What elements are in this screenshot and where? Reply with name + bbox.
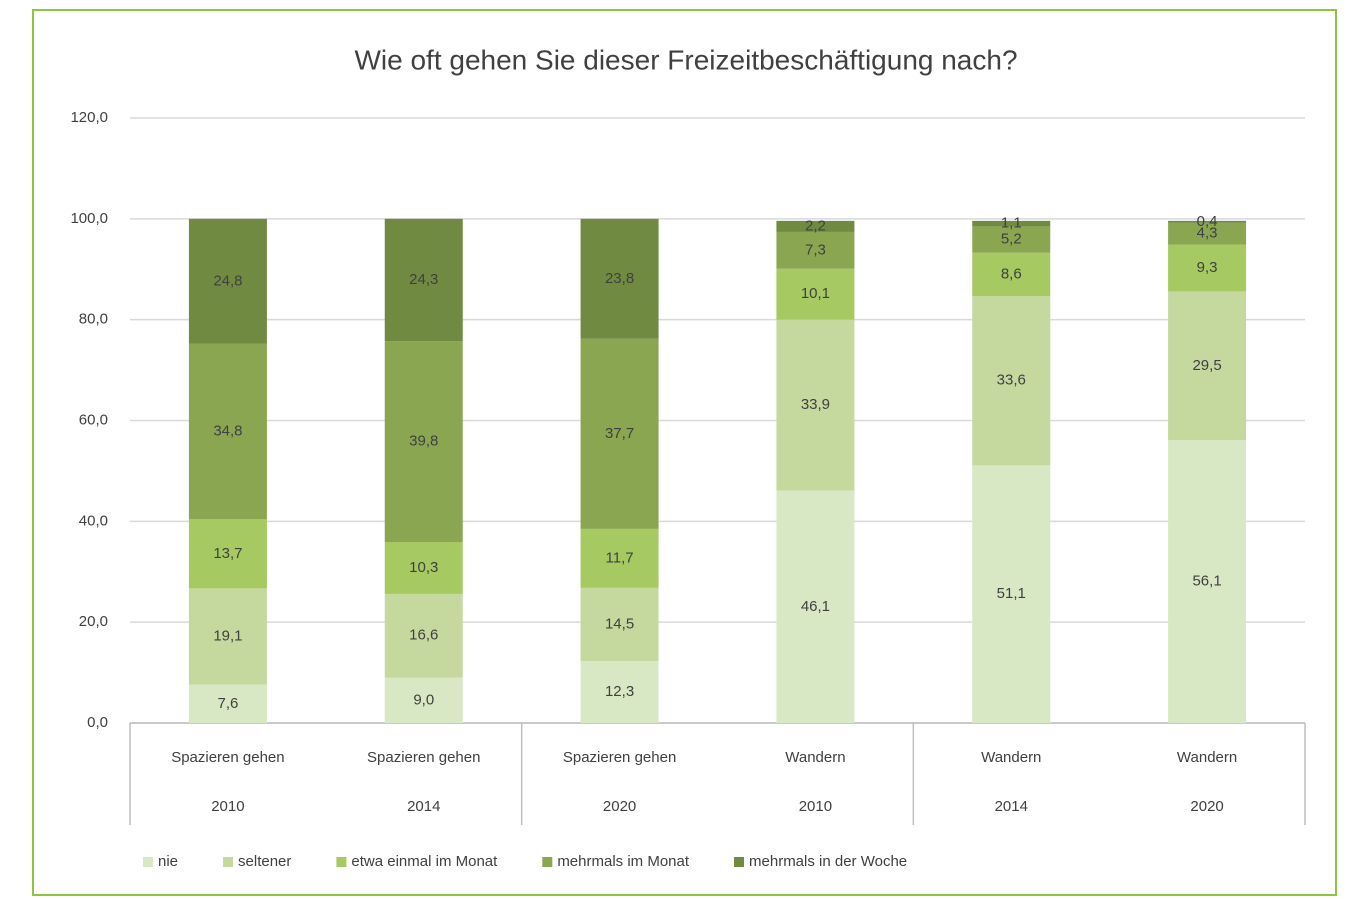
data-label: 33,9 (801, 396, 830, 413)
legend-label: nie (158, 853, 178, 870)
bar-segment (580, 660, 659, 723)
x-tick-label: Spazieren gehen (563, 749, 676, 766)
data-label: 8,6 (1001, 265, 1022, 282)
data-label: 5,2 (1001, 230, 1022, 247)
data-label: 7,3 (805, 241, 826, 258)
bar-segment (1168, 291, 1247, 441)
legend-swatch (542, 857, 553, 867)
bar-segment (972, 295, 1051, 466)
bar-segment (384, 218, 463, 342)
bar-segment (972, 226, 1051, 253)
legend-label: seltener (238, 853, 291, 870)
legend-swatch (143, 857, 153, 867)
x-tick-label: Spazieren gehen (171, 749, 284, 766)
x-tick-label: 2020 (603, 798, 636, 815)
y-tick-label: 120,0 (70, 109, 108, 126)
y-tick-label: 100,0 (70, 210, 108, 227)
data-label: 0,4 (1197, 213, 1218, 230)
x-tick-label: 2010 (799, 798, 832, 815)
data-label: 51,1 (997, 585, 1026, 602)
data-label: 1,1 (1001, 215, 1022, 232)
data-label: 39,8 (409, 433, 438, 450)
bar-segment (580, 218, 659, 339)
bar-segment (776, 220, 855, 232)
y-tick-label: 60,0 (79, 411, 108, 428)
legend-swatch (223, 857, 234, 867)
bar-segment (384, 677, 463, 723)
data-label: 2,2 (805, 217, 826, 234)
data-label: 9,0 (413, 691, 434, 708)
bar-segment (1168, 440, 1247, 723)
bar-segment (384, 593, 463, 678)
bar-segment (776, 319, 855, 491)
legend-label: mehrmals im Monat (557, 853, 690, 870)
data-label: 4,3 (1197, 225, 1218, 242)
bar-segment (384, 542, 463, 594)
bar-segment (580, 587, 659, 661)
data-label: 16,6 (409, 627, 438, 644)
y-tick-label: 80,0 (79, 311, 108, 328)
data-label: 56,1 (1192, 573, 1221, 590)
data-label: 12,3 (605, 683, 634, 700)
data-label: 37,7 (605, 425, 634, 442)
bar-segment (776, 490, 855, 723)
y-tick-label: 0,0 (87, 714, 108, 731)
bar-segment (188, 218, 267, 344)
x-tick-label: 2014 (995, 798, 1028, 815)
bar-segment (384, 341, 463, 543)
x-tick-label: Wandern (785, 749, 845, 766)
bar-segment (972, 465, 1051, 723)
data-label: 13,7 (213, 545, 242, 562)
data-label: 19,1 (213, 628, 242, 645)
x-tick-label: 2010 (211, 798, 244, 815)
data-label: 33,6 (997, 372, 1026, 389)
data-label: 34,8 (213, 423, 242, 440)
bar-segment (972, 252, 1051, 296)
legend-swatch (336, 857, 347, 867)
bar-segment (776, 268, 855, 320)
bar-segment (188, 588, 267, 685)
bar-segment (972, 220, 1051, 227)
data-label: 23,8 (605, 270, 634, 287)
data-label: 24,8 (213, 272, 242, 289)
legend-swatch (734, 857, 745, 867)
bar-segment (1168, 244, 1247, 292)
bar-segment (188, 519, 267, 589)
data-label: 7,6 (217, 695, 238, 712)
x-tick-label: Spazieren gehen (367, 749, 480, 766)
data-label: 29,5 (1192, 357, 1221, 374)
bar-segment (188, 684, 267, 723)
data-label: 24,3 (409, 271, 438, 288)
x-tick-label: Wandern (1177, 749, 1237, 766)
bar-segment (580, 528, 659, 588)
x-tick-label: 2020 (1190, 798, 1223, 815)
bar-segment (1168, 222, 1247, 245)
bar-segment (580, 338, 659, 529)
x-tick-label: Wandern (981, 749, 1041, 766)
chart-title: Wie oft gehen Sie dieser Freizeitbeschäf… (354, 44, 1017, 75)
y-tick-label: 20,0 (79, 613, 108, 630)
data-label: 10,1 (801, 285, 830, 302)
data-label: 10,3 (409, 559, 438, 576)
data-label: 9,3 (1197, 259, 1218, 276)
x-tick-label: 2014 (407, 798, 440, 815)
legend-label: etwa einmal im Monat (351, 853, 498, 870)
data-label: 11,7 (606, 549, 634, 566)
data-label: 46,1 (801, 598, 830, 615)
bar-segment (1168, 220, 1247, 223)
y-tick-label: 40,0 (79, 512, 108, 529)
bar-segment (776, 231, 855, 269)
data-label: 14,5 (605, 615, 634, 632)
legend-label: mehrmals in der Woche (749, 853, 907, 870)
bar-segment (188, 343, 267, 520)
